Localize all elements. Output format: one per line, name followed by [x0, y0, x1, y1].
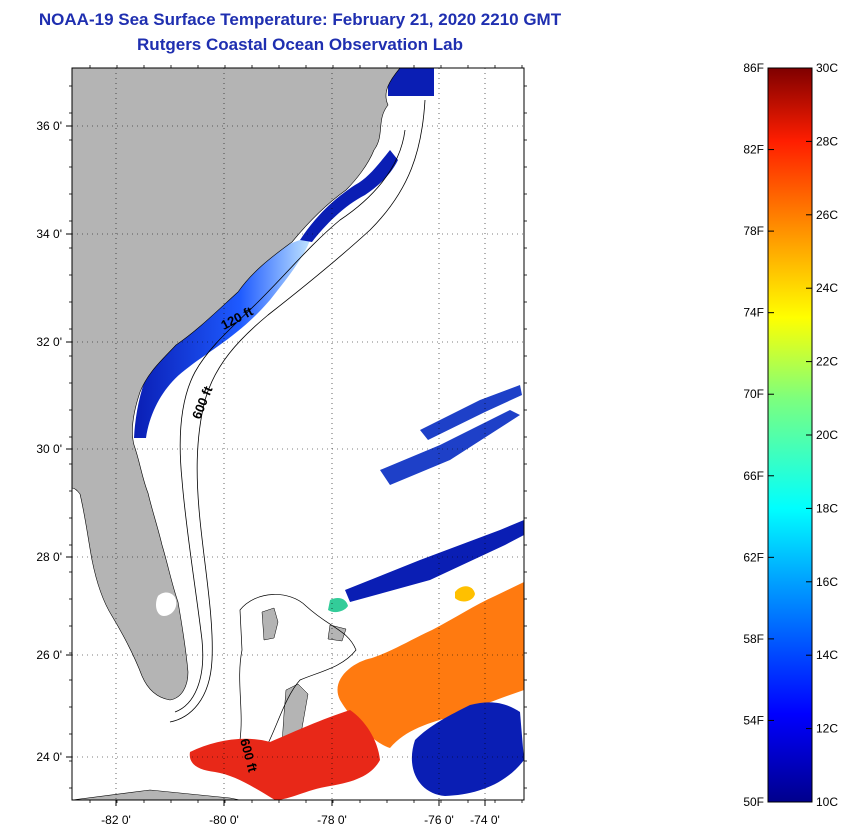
colorbar-f-label: 62F	[743, 550, 764, 564]
y-tick-label: 26 0'	[36, 648, 62, 662]
x-tick-label: -78 0'	[317, 813, 347, 827]
bahamas-island-1	[261, 607, 279, 641]
x-tick-label: -82 0'	[101, 813, 131, 827]
colorbar-c-label: 12C	[816, 722, 838, 736]
contour-120ft	[174, 129, 406, 713]
map-subtitle: Rutgers Coastal Ocean Observation Lab	[137, 35, 463, 54]
x-tick-label: -76 0'	[424, 813, 454, 827]
gridlines	[72, 68, 524, 800]
y-tick-label: 34 0'	[36, 227, 62, 241]
colorbar-f-label: 82F	[743, 143, 764, 157]
colorbar	[767, 67, 813, 803]
colorbar-c-label: 10C	[816, 795, 838, 809]
axis-ticks	[66, 65, 527, 806]
colorbar-f-label: 86F	[743, 61, 764, 75]
axis-tick-labels: -82 0' -80 0' -78 0' -76 0' -74 0' 36 0' 34 0'…	[36, 119, 499, 827]
colorbar-c-label: 18C	[816, 501, 838, 515]
colorbar-c-label: 26C	[816, 208, 838, 222]
lake-okeechobee	[156, 592, 177, 616]
colorbar-c-label: 14C	[816, 648, 838, 662]
y-tick-label: 36 0'	[36, 119, 62, 133]
map-frame	[71, 67, 525, 801]
colorbar-f-label: 70F	[743, 387, 764, 401]
cold-streak-3	[420, 385, 522, 440]
colorbar-f-label: 78F	[743, 224, 764, 238]
yellow-patch	[455, 586, 475, 602]
y-tick-label: 30 0'	[36, 442, 62, 456]
x-tick-label: -74 0'	[470, 813, 500, 827]
colorbar-fahrenheit-labels: 86F 82F 78F 74F 70F 66F 62F 58F 54F 50F	[743, 61, 774, 809]
cuba-coast	[72, 789, 241, 800]
hot-water-region	[189, 710, 380, 800]
land-mass	[72, 68, 401, 701]
colorbar-c-label: 22C	[816, 355, 838, 369]
colorbar-f-label: 58F	[743, 632, 764, 646]
coastal-cold-band	[134, 240, 310, 438]
colorbar-c-label: 20C	[816, 428, 838, 442]
colorbar-c-label: 28C	[816, 134, 838, 148]
x-tick-label: -80 0'	[209, 813, 239, 827]
map-title: NOAA-19 Sea Surface Temperature: Februar…	[38, 10, 562, 29]
colorbar-f-label: 54F	[743, 713, 764, 727]
bahamas-island-2	[327, 624, 347, 642]
colorbar-celsius-labels: 30C 28C 26C 24C 22C 20C 18C 16C 14C 12C 10C	[806, 61, 838, 809]
y-tick-label: 28 0'	[36, 550, 62, 564]
contour-bahamas	[238, 594, 357, 765]
cold-streak-1	[345, 520, 524, 602]
cold-patch-southeast	[411, 702, 524, 796]
colorbar-f-label: 66F	[743, 469, 764, 483]
y-tick-label: 32 0'	[36, 335, 62, 349]
coastal-cold-band-north	[300, 150, 398, 242]
colorbar-f-label: 74F	[743, 306, 764, 320]
colorbar-c-label: 16C	[816, 575, 838, 589]
colorbar-c-label: 24C	[816, 281, 838, 295]
green-patch	[328, 598, 348, 613]
colorbar-f-label: 50F	[743, 795, 764, 809]
y-tick-label: 24 0'	[36, 750, 62, 764]
colorbar-c-label: 30C	[816, 61, 838, 75]
contour-600ft	[169, 99, 426, 723]
